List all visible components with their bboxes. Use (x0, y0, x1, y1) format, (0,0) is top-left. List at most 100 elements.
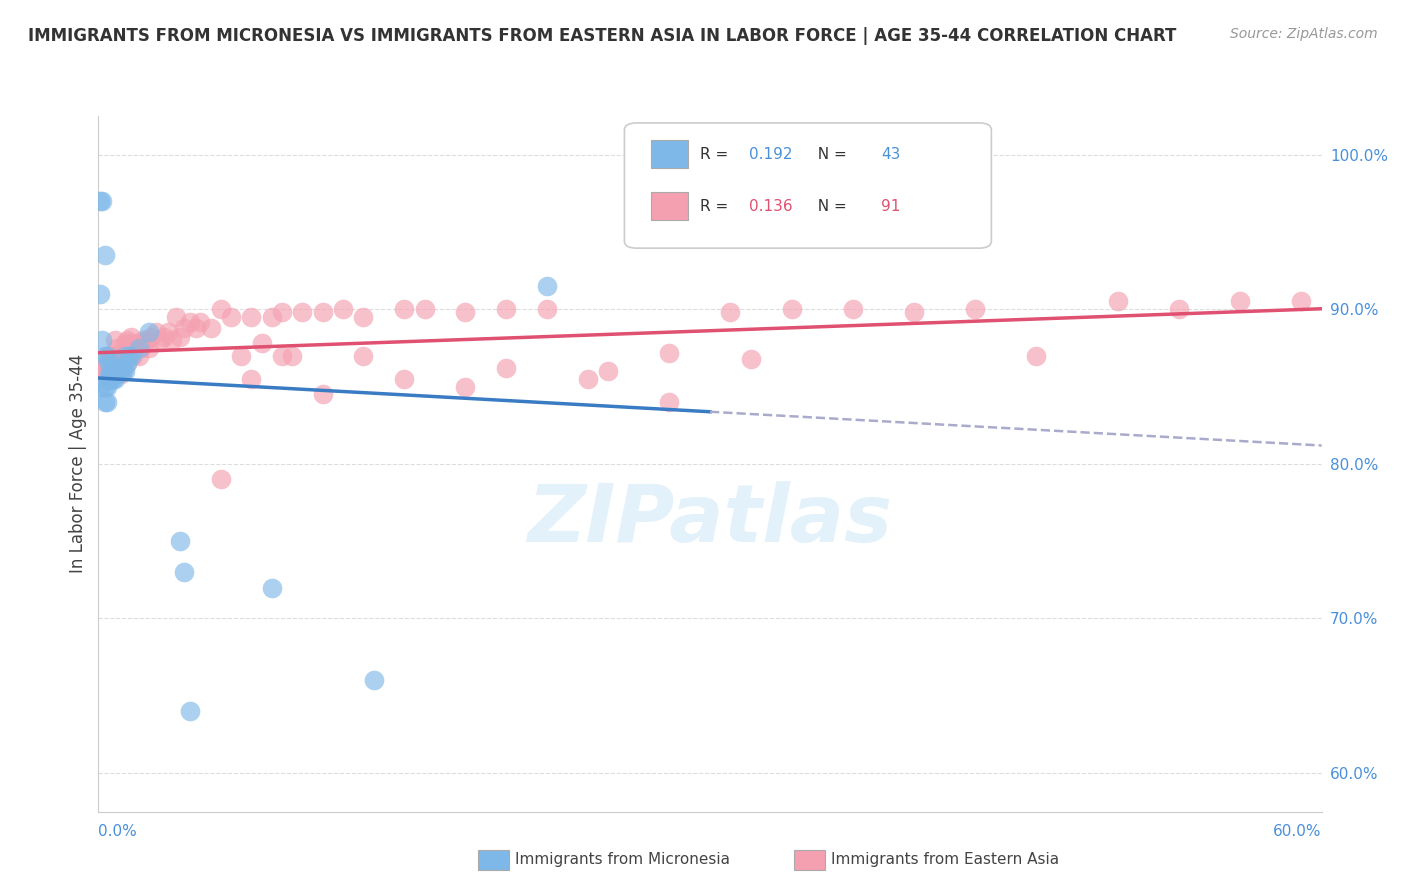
Point (105, 341, 128, 355)
Text: ZIPatlas: ZIPatlas (527, 481, 893, 558)
Point (91, 333, 114, 347)
Point (169, 330, 191, 344)
Text: N =: N = (808, 146, 852, 161)
Point (100, 367, 122, 381)
Point (1167, 302, 1189, 317)
Point (186, 320, 208, 334)
Point (413, 302, 436, 317)
Point (100, 361, 122, 376)
Point (260, 310, 283, 324)
Point (101, 372, 124, 386)
Point (108, 349, 131, 363)
Point (89, 286, 111, 301)
Point (1229, 294, 1251, 309)
Point (598, 364, 620, 378)
Text: N =: N = (808, 199, 852, 214)
Point (93, 379, 115, 393)
Point (120, 341, 142, 355)
Text: R =: R = (700, 199, 734, 214)
Point (111, 361, 134, 376)
Point (114, 349, 136, 363)
Point (160, 333, 183, 347)
Point (141, 330, 163, 344)
Text: 0.192: 0.192 (749, 146, 793, 161)
Point (658, 345, 681, 359)
Text: IMMIGRANTS FROM MICRONESIA VS IMMIGRANTS FROM EASTERN ASIA IN LABOR FORCE | AGE : IMMIGRANTS FROM MICRONESIA VS IMMIGRANTS… (28, 27, 1177, 45)
Point (134, 336, 156, 351)
Point (392, 302, 416, 317)
Point (104, 361, 127, 376)
Point (363, 673, 385, 688)
Bar (651, 140, 688, 169)
Point (165, 310, 187, 324)
Point (110, 367, 132, 381)
Point (209, 472, 232, 486)
Point (138, 326, 160, 340)
Point (118, 336, 141, 351)
Point (101, 364, 124, 378)
Point (219, 310, 242, 324)
Point (101, 349, 124, 363)
Point (120, 349, 142, 363)
Point (740, 351, 762, 366)
Point (281, 349, 304, 363)
Point (179, 704, 201, 718)
Point (312, 387, 335, 401)
Point (260, 581, 283, 595)
Point (100, 361, 122, 376)
Point (118, 349, 141, 363)
Point (841, 302, 863, 317)
Point (93, 367, 115, 381)
Point (128, 341, 150, 355)
Point (91, 372, 114, 386)
Point (240, 372, 263, 386)
Point (93, 361, 115, 376)
FancyBboxPatch shape (624, 123, 991, 248)
Y-axis label: In Labor Force | Age 35-44: In Labor Force | Age 35-44 (69, 354, 87, 574)
Point (200, 320, 222, 334)
Point (105, 367, 128, 381)
Point (111, 364, 134, 378)
Point (97, 349, 120, 363)
Text: 0.136: 0.136 (749, 199, 793, 214)
Point (132, 333, 155, 347)
Bar (651, 193, 688, 220)
Point (576, 372, 599, 386)
Point (454, 305, 477, 319)
Point (105, 364, 128, 378)
Point (115, 356, 138, 370)
Point (270, 349, 294, 363)
Point (231, 349, 253, 363)
Point (89, 194, 111, 208)
Point (89, 379, 111, 393)
Point (536, 302, 558, 317)
Point (104, 372, 127, 386)
Text: 91: 91 (882, 199, 901, 214)
Point (115, 333, 138, 347)
Point (120, 330, 142, 344)
Point (658, 210, 681, 224)
Point (903, 305, 925, 319)
Text: 0.0%: 0.0% (98, 824, 138, 839)
Point (93, 395, 115, 409)
Point (495, 361, 517, 376)
Point (152, 330, 174, 344)
Point (110, 349, 132, 363)
Point (136, 333, 159, 347)
Point (114, 364, 136, 378)
Point (122, 349, 145, 363)
Text: 60.0%: 60.0% (1274, 824, 1322, 839)
Point (96, 379, 118, 393)
Point (114, 351, 136, 366)
Point (108, 361, 131, 376)
Point (101, 367, 124, 381)
Text: Immigrants from Micronesia: Immigrants from Micronesia (515, 853, 730, 867)
Point (100, 372, 122, 386)
Point (115, 356, 138, 370)
Point (392, 372, 416, 386)
Point (965, 302, 987, 317)
Point (1107, 294, 1129, 309)
Point (96, 356, 118, 370)
Text: R =: R = (700, 146, 734, 161)
Point (454, 379, 477, 393)
